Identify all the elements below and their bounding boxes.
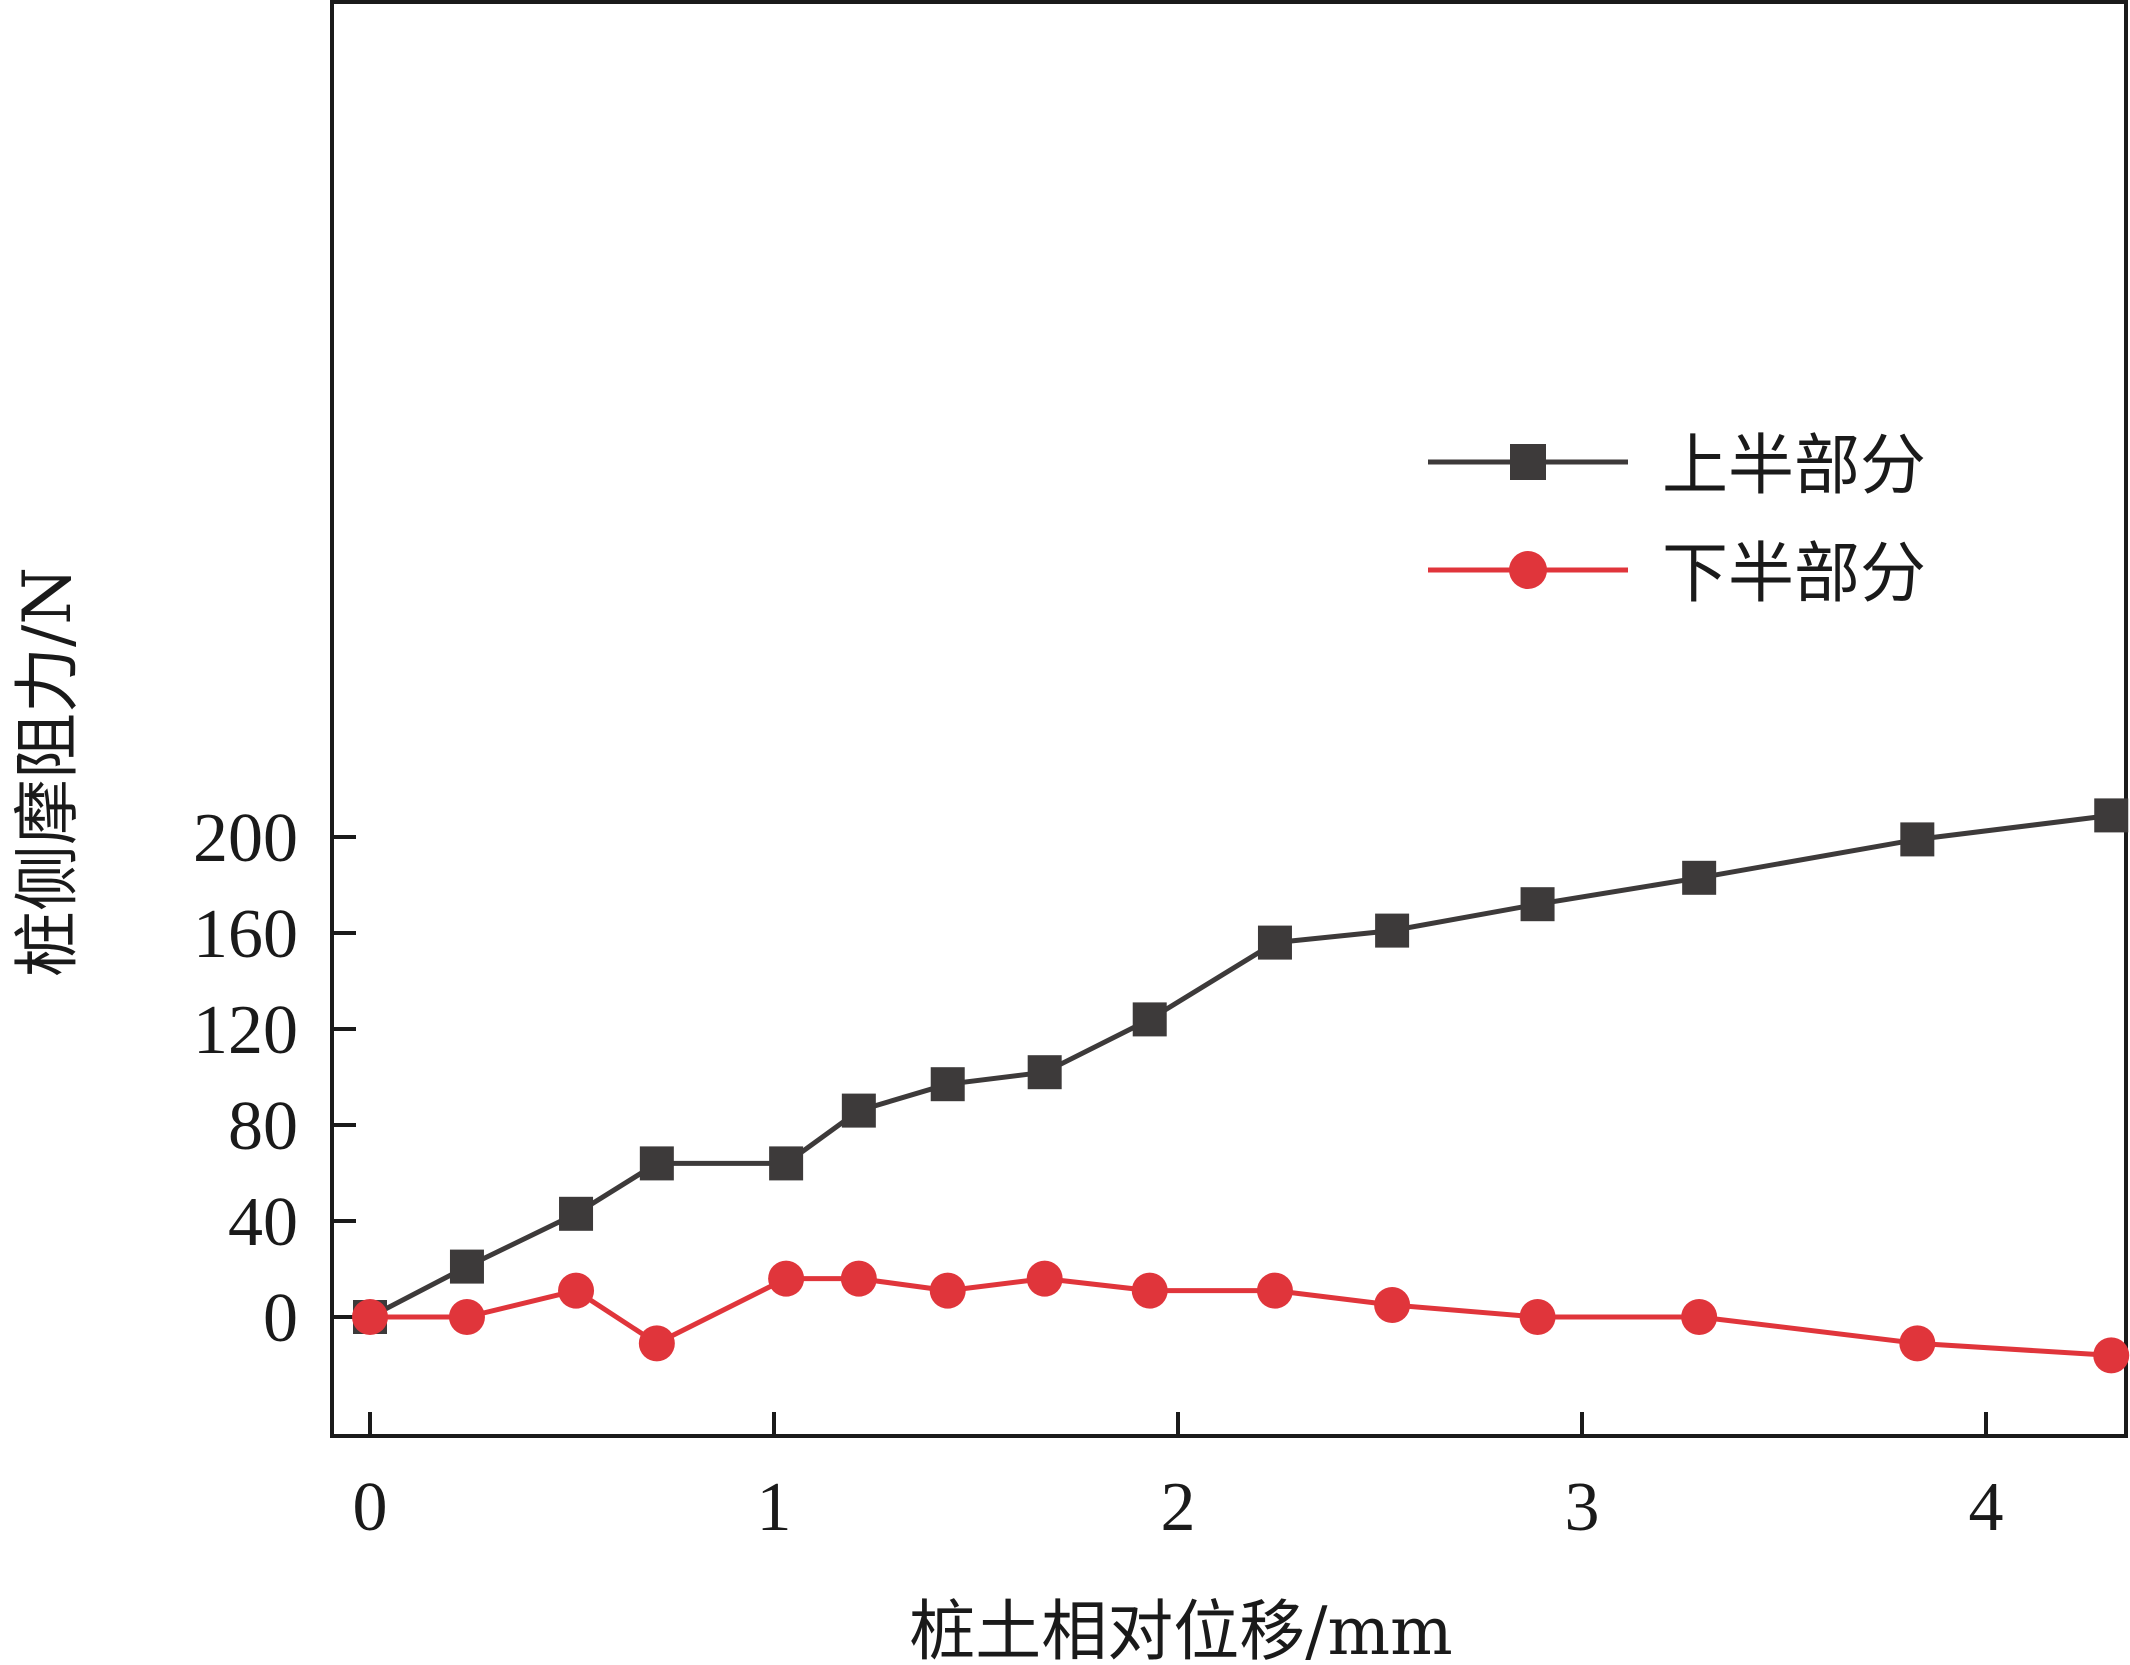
data-point-square [1900, 822, 1935, 857]
data-point-circle [1519, 1299, 1556, 1335]
x-tick-label: 3 [1565, 1469, 1600, 1546]
y-tick-label: 80 [228, 1088, 298, 1165]
data-point-circle [840, 1260, 877, 1297]
x-axis-title: 桩土相对位移/mm [909, 1593, 1452, 1665]
y-tick-label: 160 [193, 896, 298, 973]
data-point-circle [638, 1325, 675, 1362]
legend-label-upper: 上半部分 [1662, 427, 1926, 504]
data-point-circle [558, 1272, 595, 1309]
data-point-circle [1256, 1272, 1293, 1309]
data-point-circle [768, 1260, 805, 1297]
data-point-circle [1131, 1272, 1168, 1309]
series-line-1 [370, 1276, 2112, 1358]
data-point-circle [1681, 1299, 1718, 1335]
y-tick-label: 120 [193, 992, 298, 1069]
data-point-square [1257, 925, 1292, 960]
plot-frame [330, 0, 2128, 1438]
data-point-square [449, 1249, 484, 1284]
x-tick-label: 2 [1161, 1469, 1196, 1546]
x-tick-label: 4 [1969, 1469, 2004, 1546]
legend-marker-lower [1509, 551, 1547, 589]
data-point-square [1027, 1055, 1062, 1090]
data-point-square [639, 1146, 674, 1181]
data-point-circle [1026, 1260, 1063, 1297]
series-layer [352, 798, 2130, 1374]
data-point-circle [352, 1299, 388, 1335]
x-tick-label: 0 [353, 1469, 388, 1546]
data-point-circle [1374, 1287, 1411, 1323]
data-point-square [1520, 887, 1555, 922]
data-point-circle [929, 1272, 966, 1309]
y-tick-label: 0 [263, 1280, 298, 1357]
y-tick-label: 40 [228, 1184, 298, 1261]
data-point-square [841, 1093, 876, 1128]
data-point-circle [448, 1299, 485, 1335]
y-tick-label: 200 [193, 800, 298, 877]
series-line-0 [368, 812, 2112, 1320]
data-point-square [2094, 798, 2129, 833]
legend-label-lower: 下半部分 [1662, 535, 1926, 612]
data-point-square [769, 1146, 804, 1181]
data-point-square [1132, 1002, 1167, 1037]
x-axis-ticks: 0 1 2 3 4 [353, 1412, 2004, 1546]
data-point-circle [1899, 1325, 1936, 1362]
x-tick-label: 1 [757, 1469, 792, 1546]
legend-marker-upper [1510, 444, 1546, 480]
legend: 上半部分 下半部分 [1428, 427, 1926, 612]
data-point-square [1375, 913, 1410, 948]
y-axis-ticks: 0 40 80 120 160 200 [193, 800, 356, 1357]
data-point-square [930, 1067, 965, 1102]
data-point-square [1682, 860, 1717, 895]
y-axis-title: 桩侧摩阻力/N [9, 567, 86, 977]
data-point-square [559, 1196, 594, 1231]
data-point-circle [2093, 1337, 2130, 1374]
